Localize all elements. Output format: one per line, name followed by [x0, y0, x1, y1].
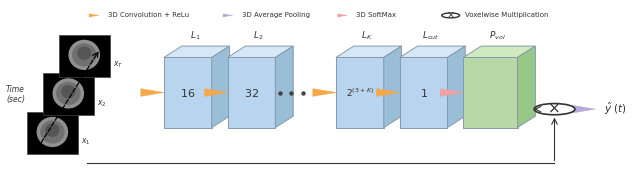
Text: Voxelwise Multiplication: Voxelwise Multiplication: [465, 12, 548, 18]
Polygon shape: [228, 57, 275, 128]
Polygon shape: [222, 13, 236, 18]
Text: Time
(sec): Time (sec): [6, 85, 25, 104]
Polygon shape: [275, 46, 293, 128]
Polygon shape: [447, 46, 465, 128]
Circle shape: [534, 104, 575, 115]
Polygon shape: [27, 112, 78, 154]
Text: $\hat{y}\ (t)$: $\hat{y}\ (t)$: [604, 101, 627, 117]
Ellipse shape: [56, 82, 81, 105]
Text: 3D Average Pooling: 3D Average Pooling: [242, 12, 310, 18]
Text: 3D SoftMax: 3D SoftMax: [356, 12, 396, 18]
Polygon shape: [337, 13, 351, 18]
Text: ×: ×: [548, 102, 561, 117]
Ellipse shape: [36, 117, 68, 147]
Text: $32$: $32$: [244, 87, 259, 98]
Polygon shape: [313, 89, 336, 96]
Ellipse shape: [61, 85, 76, 98]
Ellipse shape: [45, 124, 60, 137]
Ellipse shape: [72, 43, 97, 66]
Polygon shape: [399, 57, 447, 128]
Polygon shape: [204, 89, 228, 96]
Polygon shape: [43, 73, 94, 115]
Text: $x_1$: $x_1$: [81, 137, 91, 147]
Polygon shape: [212, 46, 230, 128]
Text: $P_{vol}$: $P_{vol}$: [489, 29, 506, 42]
Polygon shape: [228, 46, 293, 57]
Text: $16$: $16$: [180, 87, 195, 98]
Polygon shape: [518, 46, 536, 128]
Text: $L_2$: $L_2$: [253, 29, 264, 42]
Polygon shape: [336, 57, 384, 128]
Polygon shape: [384, 46, 401, 128]
Polygon shape: [164, 46, 230, 57]
Polygon shape: [141, 89, 164, 96]
Polygon shape: [399, 46, 465, 57]
Polygon shape: [572, 105, 595, 113]
Text: $L_1$: $L_1$: [189, 29, 200, 42]
Ellipse shape: [77, 46, 92, 60]
Polygon shape: [336, 46, 401, 57]
Polygon shape: [88, 13, 102, 18]
Ellipse shape: [52, 78, 84, 109]
Text: $x_T$: $x_T$: [113, 60, 124, 70]
Polygon shape: [164, 57, 212, 128]
Text: $x_2$: $x_2$: [97, 98, 107, 109]
Text: $2^{(3+K)}$: $2^{(3+K)}$: [346, 86, 374, 99]
Text: 3D Convolution + ReLu: 3D Convolution + ReLu: [108, 12, 189, 18]
Text: ×: ×: [447, 10, 454, 20]
Text: $L_K$: $L_K$: [361, 29, 372, 42]
Polygon shape: [440, 89, 463, 96]
Ellipse shape: [68, 40, 100, 70]
Polygon shape: [59, 35, 109, 77]
Text: $1$: $1$: [420, 87, 428, 98]
Polygon shape: [463, 46, 536, 57]
Polygon shape: [376, 89, 400, 96]
Ellipse shape: [40, 120, 65, 143]
Polygon shape: [463, 57, 518, 128]
Text: $L_{out}$: $L_{out}$: [422, 29, 440, 42]
